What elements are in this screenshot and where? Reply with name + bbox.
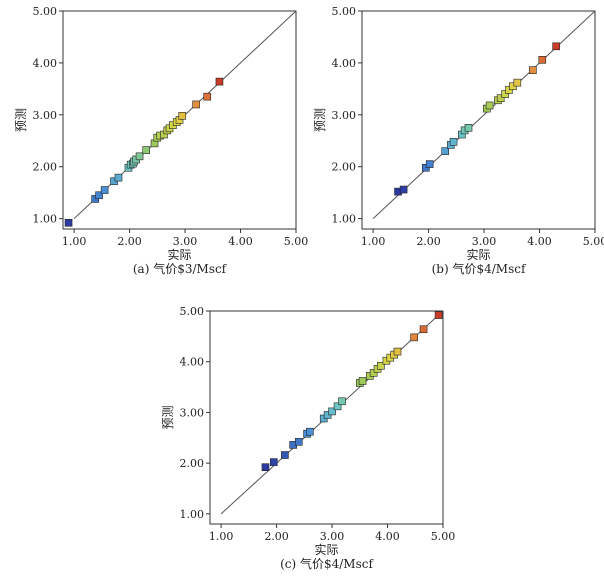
data-point	[142, 146, 151, 154]
data-point	[215, 77, 224, 86]
panel-c: 1.00 2.00 3.00 4.00 5.00 1.00 2.00 3.00 4.00 5.00…	[161, 305, 455, 571]
plot-frame	[62, 10, 297, 230]
x-axis-label: 实际	[314, 542, 338, 557]
x-tick-label: 5.00	[583, 235, 604, 248]
x-tick-label: 1.00	[209, 530, 234, 543]
data-point	[306, 427, 314, 436]
data-point	[513, 78, 522, 87]
data-point	[410, 333, 418, 342]
y-tick-label: 3.00	[332, 109, 357, 122]
panel-caption: (a) 气价$3/Mscf	[133, 261, 228, 276]
plot-frame	[209, 310, 444, 525]
data-point	[281, 451, 289, 459]
data-point	[496, 94, 505, 102]
x-tick-label: 5.00	[431, 530, 456, 543]
panel-a: 1.00 2.00 3.00 4.00 5.00 1.00 2.00 3.00 4.00 5.00…	[14, 5, 308, 276]
y-tick-label: 4.00	[332, 57, 357, 70]
data-point	[393, 347, 402, 356]
data-point	[328, 407, 336, 416]
y-axis-label: 预测	[161, 405, 175, 429]
data-point	[501, 90, 509, 98]
panel-caption: (c) 气价$4/Mscf	[280, 556, 374, 571]
data-point	[449, 138, 458, 146]
x-tick-label: 5.00	[284, 235, 309, 248]
x-tick-label: 4.00	[375, 530, 400, 543]
y-tick-label: 3.00	[180, 406, 205, 419]
y-tick-label: 4.00	[180, 356, 205, 369]
data-point	[358, 377, 367, 385]
y-tick-label: 5.00	[33, 5, 58, 18]
data-point	[95, 191, 103, 200]
x-tick-label: 4.00	[527, 235, 552, 248]
y-tick-label: 2.00	[33, 161, 58, 174]
y-tick-label: 3.00	[33, 109, 58, 122]
x-axis-label: 实际	[466, 247, 490, 262]
data-point	[434, 311, 443, 319]
data-point	[114, 173, 123, 182]
data-point	[399, 185, 408, 194]
y-tick-label: 1.00	[33, 213, 58, 226]
x-tick-label: 3.00	[472, 235, 497, 248]
data-point	[552, 42, 560, 51]
y-axis-label: 预测	[313, 108, 327, 132]
x-tick-label: 2.00	[416, 235, 441, 248]
y-axis-label: 预测	[14, 108, 28, 132]
y-tick-label: 1.00	[180, 508, 205, 521]
data-point	[485, 101, 494, 110]
y-tick-label: 2.00	[180, 457, 205, 470]
x-axis-label: 实际	[167, 247, 191, 262]
x-tick-label: 2.00	[264, 530, 289, 543]
x-tick-label: 4.00	[228, 235, 253, 248]
data-point	[464, 123, 473, 132]
data-point	[369, 369, 378, 377]
data-point	[64, 218, 73, 227]
plot-frame	[361, 10, 596, 230]
x-tick-label: 1.00	[361, 235, 386, 248]
x-tick-label: 3.00	[173, 235, 198, 248]
data-point	[529, 66, 537, 74]
data-point	[338, 397, 346, 406]
panel-caption: (b) 气价$4/Mscf	[432, 261, 527, 276]
y-tick-label: 1.00	[332, 213, 357, 226]
y-tick-label: 5.00	[332, 5, 357, 18]
data-point	[178, 112, 187, 120]
data-point	[203, 92, 212, 101]
data-point	[261, 463, 270, 472]
y-tick-label: 5.00	[180, 305, 205, 318]
data-point	[441, 147, 450, 155]
data-point	[269, 458, 278, 466]
data-point	[294, 438, 303, 446]
data-point	[419, 325, 428, 334]
panel-b: 1.00 2.00 3.00 4.00 5.00 1.00 2.00 3.00 4.00 5.00…	[313, 5, 604, 276]
y-tick-label: 2.00	[332, 161, 357, 174]
data-point	[192, 100, 200, 109]
x-tick-label: 1.00	[62, 235, 87, 248]
data-point	[135, 152, 144, 161]
x-tick-label: 3.00	[320, 530, 345, 543]
data-point	[538, 55, 547, 64]
x-tick-label: 2.00	[117, 235, 142, 248]
y-tick-label: 4.00	[33, 57, 58, 70]
data-point	[425, 160, 434, 168]
data-point	[333, 402, 342, 411]
data-point	[100, 186, 109, 194]
data-point	[377, 361, 385, 370]
